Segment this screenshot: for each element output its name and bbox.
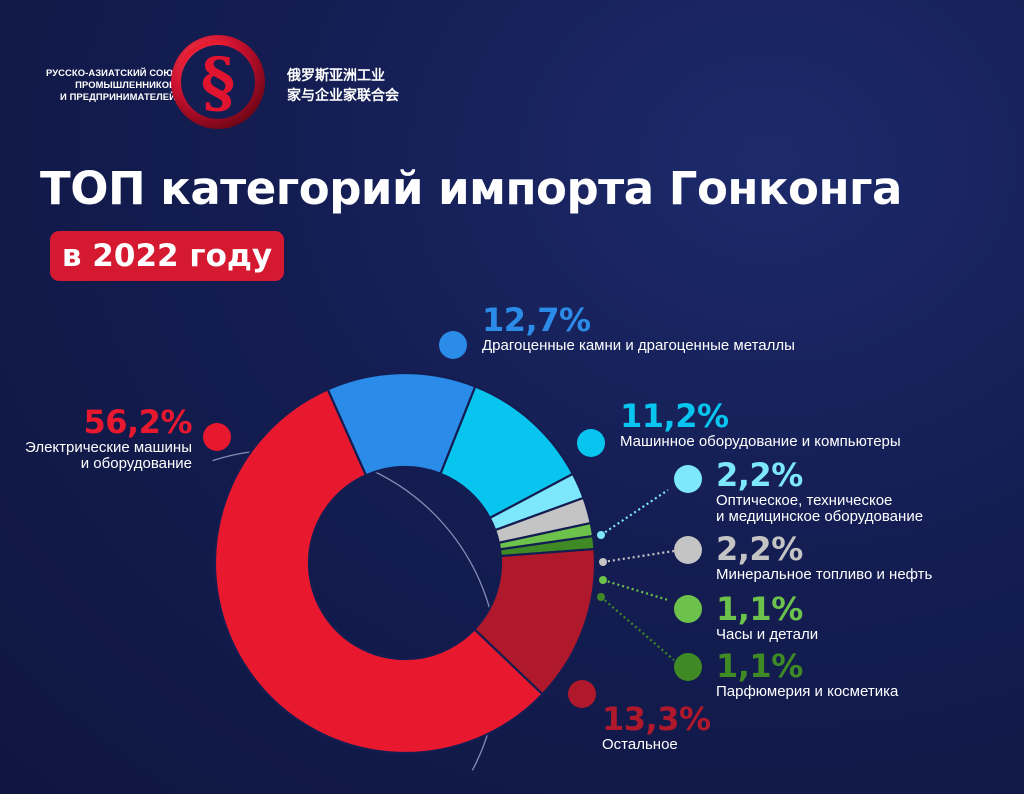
- slice-percent-4: 1,1%: [716, 590, 803, 628]
- logo-cn-line-1: 俄罗斯亚洲工业: [287, 68, 385, 84]
- label-dot-7: [203, 423, 231, 451]
- slice-percent-6: 13,3%: [602, 700, 711, 738]
- logo-ru-line-3: И ПРЕДПРИНИМАТЕЛЕЙ: [60, 91, 176, 102]
- label-dot-4: [674, 595, 702, 623]
- logo-cn-line-2: 家与企业家联合会: [287, 88, 399, 104]
- donut-slices: [213, 371, 597, 755]
- slice-description-line: Остальное: [602, 736, 678, 753]
- year-badge: в 2022 году: [50, 231, 284, 281]
- logo-russian-text: РУССКО-АЗИАТСКИЙ СОЮЗ ПРОМЫШЛЕННИКОВ И П…: [46, 67, 180, 103]
- label-dot-2: [674, 465, 702, 493]
- slice-description-2: Оптическое, техническое и медицинское обо…: [716, 493, 923, 525]
- slice-percent-7: 56,2%: [83, 403, 192, 441]
- slice-description-line: Электрические машины: [25, 439, 192, 456]
- slice-description-line: Драгоценные камни и драгоценные металлы: [482, 337, 795, 354]
- slice-description-4: Часы и детали: [716, 627, 818, 643]
- slice-description-line: Оптическое, техническое: [716, 492, 893, 509]
- donut-slice-7: [213, 387, 544, 755]
- slice-percent-3: 2,2%: [716, 530, 803, 568]
- slice-description-line: Парфюмерия и косметика: [716, 683, 899, 700]
- label-connectors: [597, 489, 675, 661]
- slice-description-1: Машинное оборудование и компьютеры: [620, 434, 901, 450]
- logo-glyph: §: [201, 43, 236, 121]
- slice-percent-0: 12,7%: [482, 301, 591, 339]
- connector-line-4: [602, 578, 669, 602]
- slice-description-line: Часы и детали: [716, 626, 819, 643]
- slice-description-5: Парфюмерия и косметика: [716, 684, 898, 700]
- slice-description-line: и медицинское оборудование: [716, 508, 924, 525]
- label-dots: [203, 331, 702, 708]
- slice-label-5: 1,1% Парфюмерия и косметика: [716, 648, 898, 700]
- label-dot-6: [568, 680, 596, 708]
- logo-ru-line-2: ПРОМЫШЛЕННИКОВ: [75, 79, 176, 90]
- label-dot-5: [674, 653, 702, 681]
- slice-percent-1: 11,2%: [620, 397, 729, 435]
- slice-description-3: Минеральное топливо и нефть: [716, 567, 932, 583]
- label-dot-0: [439, 331, 467, 359]
- logo-chinese-text: 俄罗斯亚洲工业 家与企业家联合会: [287, 66, 399, 106]
- label-dot-1: [577, 429, 605, 457]
- connector-line-3: [602, 549, 675, 564]
- section-sign-logo-icon: §: [171, 35, 265, 129]
- slice-label-4: 1,1% Часы и детали: [716, 591, 818, 643]
- slice-label-2: 2,2% Оптическое, техническое и медицинское…: [716, 457, 923, 525]
- slice-description-7: Электрические машины и оборудование: [20, 440, 192, 472]
- connector-line-2: [600, 489, 669, 536]
- slice-label-1: 11,2% Машинное оборудование и компьютеры: [620, 398, 901, 450]
- slice-label-7: 56,2% Электрические машины и оборудование: [20, 404, 192, 472]
- slice-percent-2: 2,2%: [716, 456, 803, 494]
- slice-label-3: 2,2% Минеральное топливо и нефть: [716, 531, 932, 583]
- slice-description-line: и оборудование: [80, 455, 192, 472]
- label-dot-3: [674, 536, 702, 564]
- slice-label-0: 12,7% Драгоценные камни и драгоценные мет…: [482, 302, 795, 354]
- slice-description-6: Остальное: [602, 737, 711, 753]
- slice-description-line: Машинное оборудование и компьютеры: [620, 433, 901, 450]
- slice-description-line: Минеральное топливо и нефть: [716, 566, 933, 583]
- slice-description-0: Драгоценные камни и драгоценные металлы: [482, 338, 795, 354]
- logo-ru-line-1: РУССКО-АЗИАТСКИЙ СОЮЗ: [46, 67, 180, 78]
- slice-label-6: 13,3% Остальное: [602, 701, 711, 753]
- connector-line-5: [600, 596, 675, 661]
- slice-percent-5: 1,1%: [716, 647, 803, 685]
- page-title: ТОП категорий импорта Гонконга: [40, 162, 902, 215]
